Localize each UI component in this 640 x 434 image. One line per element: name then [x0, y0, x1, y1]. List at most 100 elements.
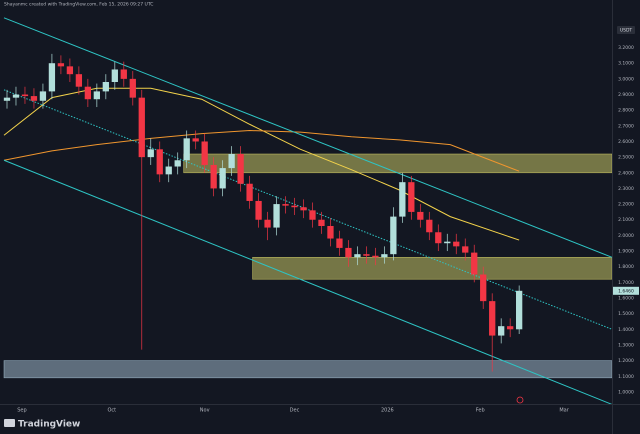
x-tick-label: Feb — [476, 408, 485, 414]
candle-body — [84, 86, 92, 100]
lines — [3, 17, 613, 405]
candle-body — [147, 149, 154, 158]
candle-body — [489, 301, 496, 336]
y-tick-label: 1.9000 — [618, 249, 634, 255]
candle-body — [372, 255, 379, 258]
y-tick-label: 2.6000 — [618, 139, 634, 145]
candle-body — [39, 91, 47, 101]
candle-body — [264, 219, 271, 228]
x-tick-label: Mar — [559, 408, 569, 414]
candle-body — [300, 207, 307, 211]
y-tick-label: 3.2000 — [618, 45, 634, 51]
zone — [3, 360, 613, 379]
y-tick-label: 2.0000 — [618, 233, 634, 239]
candles — [3, 53, 523, 372]
y-tick-label: 2.5000 — [618, 155, 634, 161]
candle-body — [237, 154, 244, 184]
line — [3, 130, 520, 172]
y-tick-label: 2.4000 — [618, 170, 634, 176]
candle-body — [480, 274, 487, 302]
candle-body — [471, 252, 478, 275]
candle-body — [111, 69, 118, 82]
event-marker[interactable] — [516, 396, 524, 404]
candle-body — [363, 254, 370, 256]
y-tick-label: 3.0000 — [618, 76, 634, 82]
candle-body — [291, 205, 298, 208]
candle-body — [408, 182, 415, 212]
y-tick-label: 2.9000 — [618, 92, 634, 98]
candle-body — [336, 238, 343, 248]
zone — [183, 153, 613, 174]
candle-body — [444, 241, 451, 244]
candle-body — [318, 219, 325, 226]
candle-body — [183, 138, 190, 161]
candle-body — [48, 63, 56, 92]
x-tick-label: Nov — [200, 408, 210, 414]
zone — [252, 257, 613, 280]
candle-body — [66, 66, 74, 75]
y-tick-label: 3.1000 — [618, 61, 634, 67]
y-tick-label: 2.8000 — [618, 108, 634, 114]
x-tick-label: 2026 — [381, 408, 394, 414]
candle-body — [129, 78, 136, 98]
candle-body — [219, 168, 226, 189]
y-tick-label: 1.6000 — [618, 296, 634, 302]
currency-box — [617, 26, 635, 34]
y-tick-label: 1.0000 — [618, 389, 634, 395]
x-tick-label: Oct — [107, 408, 116, 414]
candle-body — [417, 211, 424, 220]
line — [3, 159, 613, 405]
header: Shayanmc created with TradingView.com, F… — [4, 2, 153, 8]
candle-body — [426, 219, 433, 233]
candle-body — [354, 254, 361, 258]
candle-body — [435, 232, 442, 244]
y-tick-label: 2.2000 — [618, 202, 634, 208]
candle-body — [345, 247, 352, 258]
candle-body — [156, 149, 163, 175]
x-tick-label: Sep — [17, 408, 26, 414]
x-tick-label: Dec — [290, 408, 300, 414]
line — [3, 87, 520, 241]
candle-body — [390, 216, 397, 255]
candle-body — [12, 94, 20, 98]
y-tick-label: 1.5000 — [618, 311, 634, 317]
candle-body — [174, 160, 181, 167]
candle-body — [120, 69, 127, 79]
candle-body — [453, 241, 460, 247]
y-tick-label: 1.4000 — [618, 327, 634, 333]
candle-body — [516, 290, 523, 330]
y-tick-label: 1.7000 — [618, 280, 634, 286]
candle-body — [255, 200, 262, 220]
candle-body — [246, 183, 253, 201]
y-tick-label: 2.1000 — [618, 217, 634, 223]
candle-body — [165, 166, 172, 175]
candle-body — [57, 63, 65, 67]
candle-body — [21, 94, 29, 97]
currency: USDT — [620, 28, 633, 34]
y-tick-label: 2.3000 — [618, 186, 634, 192]
y-tick-label: 2.7000 — [618, 123, 634, 129]
candle-body — [201, 141, 208, 165]
axes: 1.0000 1.1000 1.2000 1.3000 1.4000 1.5000 1.60… — [17, 29, 639, 414]
candle-body — [381, 254, 388, 258]
candle-body — [93, 91, 100, 100]
candle-body — [138, 97, 145, 158]
candle-body — [282, 204, 289, 206]
candle-body — [462, 246, 469, 253]
y-tick-label: 1.2000 — [618, 358, 634, 364]
brand-logo: TradingView — [4, 419, 80, 430]
candle-body — [228, 154, 235, 169]
candle-body — [399, 182, 406, 217]
candle-body — [75, 74, 83, 87]
candle-body — [273, 204, 280, 228]
logo-icon — [4, 419, 15, 427]
candle-body — [327, 226, 334, 239]
candle-body — [192, 138, 199, 142]
line — [3, 17, 613, 258]
candle-body — [102, 82, 109, 92]
candle-body — [309, 210, 316, 220]
candle-body — [30, 96, 38, 101]
candle-body — [210, 164, 217, 189]
last-price-label: 1.6460 — [618, 288, 634, 294]
